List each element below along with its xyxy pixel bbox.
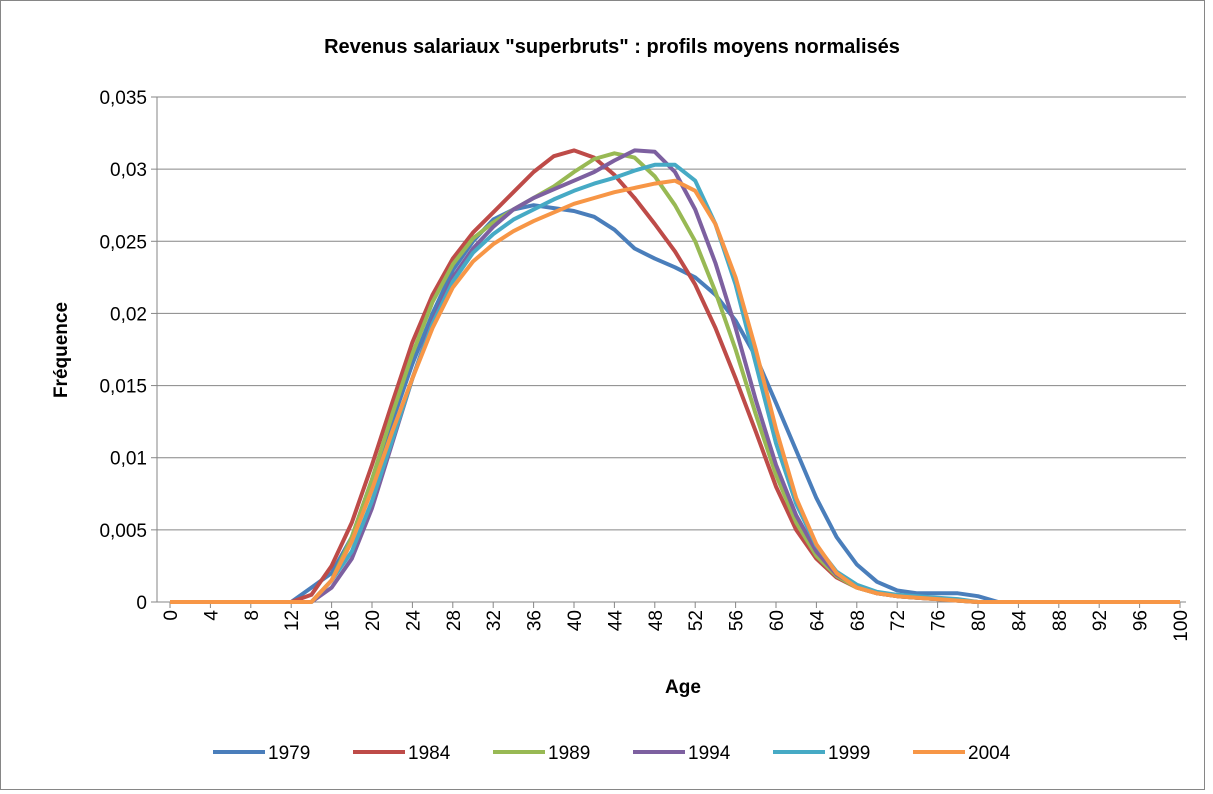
series-line [170, 178, 1180, 604]
x-axis-title: Age [665, 677, 701, 698]
legend-label: 1979 [268, 743, 310, 764]
legend-label: 1989 [548, 743, 590, 764]
x-tick-label: 52 [686, 610, 707, 631]
x-tick-label: 100 [1171, 610, 1192, 642]
x-tick-label: 24 [403, 610, 424, 632]
x-tick-label: 12 [282, 610, 303, 631]
y-tick-label: 0,015 [99, 377, 147, 398]
x-tick-label: 96 [1131, 610, 1152, 631]
x-tick-label: 72 [888, 610, 909, 631]
legend-label: 1994 [688, 743, 731, 764]
x-tick-label: 0 [161, 610, 182, 621]
y-tick-label: 0,01 [110, 449, 147, 470]
x-tick-label: 60 [767, 610, 788, 631]
x-tick-label: 88 [1050, 610, 1071, 631]
x-tick-label: 76 [929, 610, 950, 631]
legend-label: 2004 [968, 743, 1011, 764]
x-tick-label: 64 [807, 610, 828, 632]
x-tick-label: 48 [646, 610, 667, 631]
x-tick-label: 16 [323, 610, 344, 631]
x-tick-label: 92 [1090, 610, 1111, 631]
x-tick-label: 4 [201, 610, 222, 621]
y-tick-label: 0,005 [99, 521, 147, 542]
x-tick-label: 84 [1009, 610, 1030, 632]
y-tick-label: 0,025 [99, 232, 147, 253]
x-tick-label: 40 [565, 610, 586, 631]
y-axis-title: Fréquence [51, 302, 72, 398]
x-tick-label: 20 [363, 610, 384, 631]
y-tick-label: 0,035 [99, 88, 147, 109]
x-tick-label: 8 [242, 610, 263, 621]
x-tick-label: 28 [444, 610, 465, 631]
y-tick-label: 0 [136, 593, 147, 614]
legend-label: 1984 [408, 743, 451, 764]
y-tick-label: 0,03 [110, 160, 147, 181]
legend-label: 1999 [828, 743, 870, 764]
x-tick-label: 36 [525, 610, 546, 631]
x-tick-label: 80 [969, 610, 990, 631]
x-tick-label: 44 [605, 610, 626, 632]
chart-title: Revenus salariaux "superbruts" : profils… [324, 36, 900, 58]
x-tick-label: 56 [727, 610, 748, 631]
x-tick-label: 32 [484, 610, 505, 631]
x-tick-label: 68 [848, 610, 869, 631]
y-tick-label: 0,02 [110, 304, 147, 325]
